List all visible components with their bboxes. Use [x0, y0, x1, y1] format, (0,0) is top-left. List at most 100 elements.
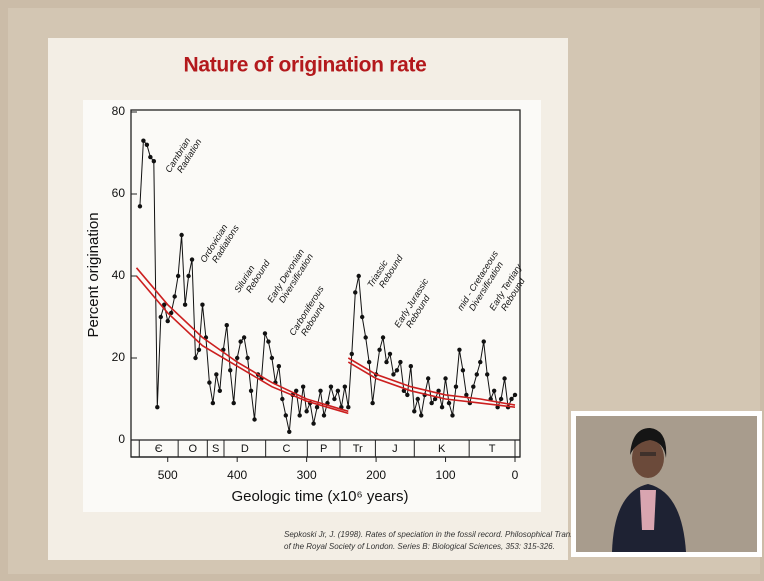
x-tick-label: 300 — [297, 468, 317, 482]
data-point — [245, 356, 249, 360]
data-point — [499, 397, 503, 401]
data-point — [301, 385, 305, 389]
webcam — [571, 411, 762, 557]
data-point — [176, 274, 180, 278]
data-point — [343, 385, 347, 389]
data-point — [145, 143, 149, 147]
data-point — [350, 352, 354, 356]
data-point — [346, 405, 350, 409]
data-point — [471, 385, 475, 389]
data-point — [475, 372, 479, 376]
data-point — [294, 389, 298, 393]
data-point — [207, 380, 211, 384]
x-axis-label: Geologic time (x10⁶ years) — [231, 488, 408, 505]
data-point — [218, 389, 222, 393]
data-point — [228, 368, 232, 372]
data-point — [280, 397, 284, 401]
y-tick-label: 80 — [112, 104, 126, 118]
data-point — [315, 405, 319, 409]
data-point — [152, 159, 156, 163]
period-label: S — [212, 443, 219, 455]
data-point — [193, 356, 197, 360]
data-point — [186, 274, 190, 278]
data-point — [249, 389, 253, 393]
data-point — [360, 315, 364, 319]
data-point — [502, 376, 506, 380]
data-point — [197, 348, 201, 352]
data-point — [183, 303, 187, 307]
data-point — [509, 397, 513, 401]
data-point — [443, 376, 447, 380]
period-label: P — [320, 443, 327, 455]
y-tick-label: 0 — [118, 432, 125, 446]
data-point — [277, 364, 281, 368]
data-point — [426, 376, 430, 380]
data-point — [336, 389, 340, 393]
data-point — [232, 401, 236, 405]
x-tick-label: 500 — [158, 468, 178, 482]
data-point — [297, 413, 301, 417]
x-tick-label: 100 — [436, 468, 456, 482]
data-point — [492, 389, 496, 393]
data-point — [384, 360, 388, 364]
data-point — [429, 401, 433, 405]
data-point — [238, 339, 242, 343]
data-point — [381, 335, 385, 339]
data-point — [166, 319, 170, 323]
citation: Sepkoski Jr, J. (1998). Rates of speciat… — [284, 530, 600, 539]
period-label: J — [392, 443, 398, 455]
data-point — [409, 364, 413, 368]
data-point — [155, 405, 159, 409]
data-point — [304, 409, 308, 413]
data-point — [454, 385, 458, 389]
data-point — [332, 397, 336, 401]
data-point — [235, 356, 239, 360]
data-point — [461, 368, 465, 372]
data-point — [242, 335, 246, 339]
data-point — [457, 348, 461, 352]
page: {"chart_data": {"type": "line", "title":… — [0, 0, 764, 581]
data-point — [252, 417, 256, 421]
screen: Nature of origination rate Percent origi… — [0, 0, 764, 581]
data-point — [419, 413, 423, 417]
period-label: Tr — [353, 443, 363, 455]
data-point — [284, 413, 288, 417]
data-point — [200, 303, 204, 307]
data-point — [485, 372, 489, 376]
data-point — [398, 360, 402, 364]
y-tick-label: 20 — [112, 350, 126, 364]
data-point — [263, 331, 267, 335]
data-point — [447, 401, 451, 405]
data-point — [478, 360, 482, 364]
data-point — [377, 348, 381, 352]
data-point — [311, 421, 315, 425]
period-label: C — [283, 443, 291, 455]
data-point — [159, 315, 163, 319]
data-point — [148, 155, 152, 159]
x-tick-label: 0 — [512, 468, 519, 482]
period-label: K — [438, 443, 446, 455]
data-point — [329, 385, 333, 389]
data-point — [318, 389, 322, 393]
period-label: Є — [155, 443, 163, 455]
data-point — [391, 372, 395, 376]
period-label: D — [241, 443, 249, 455]
data-point — [482, 339, 486, 343]
data-point — [412, 409, 416, 413]
data-point — [322, 413, 326, 417]
x-tick-label: 200 — [366, 468, 386, 482]
data-point — [211, 401, 215, 405]
data-point — [141, 139, 145, 143]
data-point — [367, 360, 371, 364]
data-point — [172, 294, 176, 298]
data-point — [179, 233, 183, 237]
data-point — [370, 401, 374, 405]
data-point — [270, 356, 274, 360]
y-tick-label: 40 — [112, 268, 126, 282]
data-point — [388, 352, 392, 356]
x-tick-label: 400 — [227, 468, 247, 482]
data-point — [440, 405, 444, 409]
citation: of the Royal Society of London. Series B… — [284, 542, 555, 551]
data-point — [214, 372, 218, 376]
data-point — [363, 335, 367, 339]
